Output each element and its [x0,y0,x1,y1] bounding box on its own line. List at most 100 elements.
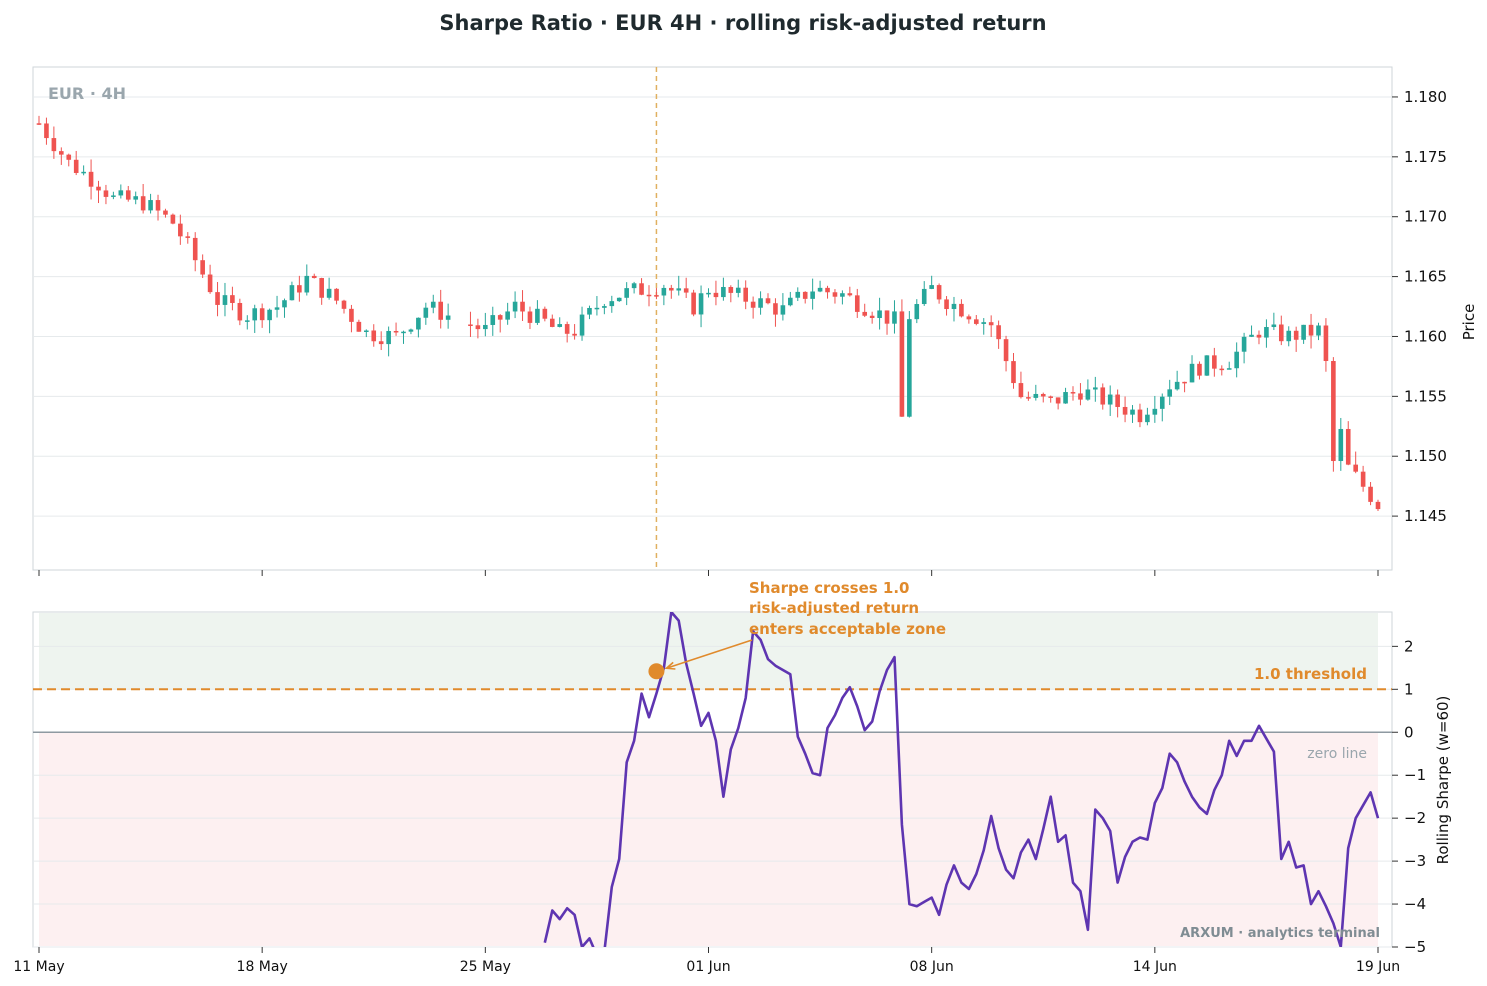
candle [892,300,897,334]
candle-body [44,123,49,139]
candle [914,299,920,324]
candle-body [1130,409,1135,415]
candle-body [996,325,1001,340]
candle [44,117,49,145]
candle [1011,352,1016,389]
candle [36,115,42,125]
candle-body [1018,383,1024,398]
candle-body [1115,394,1120,407]
candle [1078,383,1083,406]
candle [304,264,310,296]
candle-body [267,309,272,321]
candle-body [646,294,652,297]
candle-body [750,301,756,308]
candle [1018,371,1024,399]
candle [520,290,525,321]
candle-body [929,285,934,289]
candle-body [155,200,161,211]
candle-body [542,308,548,319]
price-y-axis-label: Price [1460,304,1478,341]
candle [59,147,64,165]
candle [1256,330,1262,345]
candle [1152,395,1158,423]
candle [639,278,644,296]
candle [1048,395,1053,403]
watermark: ARXUM · analytics terminal [1180,926,1380,941]
candle [483,312,488,337]
x-tick-label: 08 Jun [910,959,954,975]
candle-body [1085,389,1091,400]
candle-body [207,274,213,293]
candle [907,311,912,418]
candle [386,326,391,357]
candle [393,322,399,336]
candle-body [1174,381,1180,390]
candle-body [1122,406,1128,415]
candle-body [252,308,258,321]
candle-body [959,303,964,317]
candle [780,293,786,321]
candle-body [170,214,176,224]
candle-body [668,287,674,291]
sharpe-y-tick-label: −1 [1404,766,1426,784]
candle [854,288,860,318]
candle [192,232,198,272]
candle [817,280,823,293]
candle-body [1331,361,1336,462]
candle-body [1316,325,1321,336]
candle [163,208,168,218]
candle-body [795,291,801,298]
candle-body [1063,392,1068,404]
annotation-point [648,663,665,680]
candle [252,304,258,333]
candle [959,299,964,318]
candle [222,282,228,317]
candle-body [1293,330,1299,340]
candle [1063,387,1068,404]
candlestick-series [36,115,1381,512]
candle-body [1241,336,1247,352]
candle-body [706,292,711,295]
candle [1100,383,1106,410]
candle-body [445,315,451,320]
candle [140,184,146,214]
candle [81,165,86,176]
candle [1278,315,1284,346]
sharpe-y-tick-label: −4 [1404,895,1426,913]
candle [765,293,771,305]
candle [334,288,339,305]
candle [118,184,124,199]
candle-body [326,288,332,298]
candle [773,298,778,327]
annotation-line-2: risk-adjusted return [749,599,919,617]
candle-body [416,317,421,330]
candle-body [1145,414,1150,423]
candle [587,305,592,320]
candle-body [378,341,384,345]
candle-body [691,292,696,315]
candle [862,303,868,318]
candle [230,286,235,311]
candle-body [185,236,191,238]
candle [631,281,637,294]
candle-body [1219,368,1225,371]
candle [810,278,815,310]
sharpe-y-tick-label: 0 [1404,723,1414,741]
candle [148,193,153,214]
candle-body [743,287,749,302]
candle-body [944,299,949,310]
candle-body [661,287,667,296]
candle [378,331,384,351]
candle [721,277,726,301]
candle [1055,397,1061,410]
candle-body [468,324,473,326]
candle-body [178,223,183,237]
sharpe-y-axis: −5 −4 −3 −2 −1 0 1 2 [1392,637,1426,956]
candle [1174,370,1180,391]
annotation-line-3: enters acceptable zone [749,620,946,638]
candle [951,296,957,322]
candle [371,324,377,347]
candle-body [572,333,577,336]
candle-body [758,298,763,308]
